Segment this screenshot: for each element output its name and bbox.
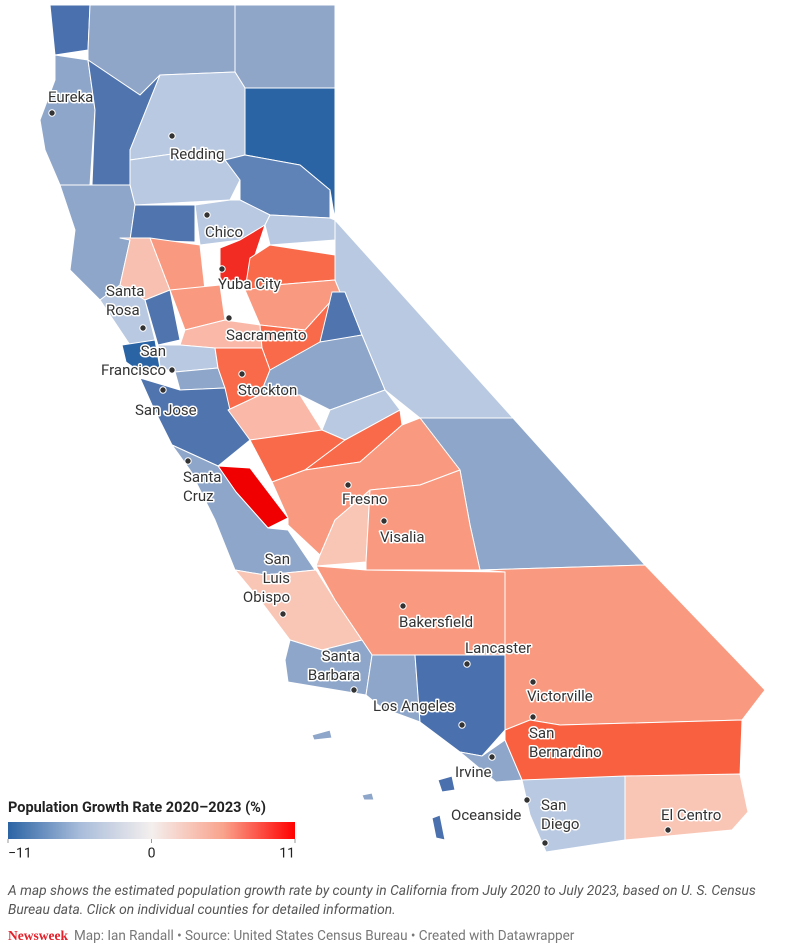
- city-dot: [488, 753, 496, 761]
- city-label: Santa: [183, 468, 221, 486]
- legend-tick-label: 11: [279, 846, 295, 862]
- city-label: Santa: [106, 282, 144, 300]
- city-dot: [344, 481, 352, 489]
- legend-tick-label: 0: [148, 846, 156, 862]
- city-label: Rosa: [106, 301, 140, 319]
- counties: [39, 4, 766, 853]
- city-dot: [184, 457, 192, 465]
- island: [437, 775, 456, 793]
- city-label: Bernardino: [529, 743, 602, 761]
- county[interactable]: [365, 469, 481, 571]
- city-dot: [225, 314, 233, 322]
- city-label: San: [541, 796, 566, 814]
- city-label: Santa: [322, 647, 360, 665]
- city-label: Lancaster: [465, 639, 531, 657]
- city-label: Bakersfield: [399, 613, 473, 631]
- legend-gradient: [8, 822, 295, 839]
- county[interactable]: [144, 289, 181, 346]
- city-label: Fresno: [342, 490, 388, 508]
- caption: A map shows the estimated population gro…: [8, 883, 756, 918]
- city-label: Yuba City: [218, 275, 281, 293]
- city-dot: [458, 721, 466, 729]
- city-label: San: [529, 724, 554, 742]
- city-label: Stockton: [238, 381, 297, 399]
- island: [311, 729, 333, 741]
- city-label: Luis: [263, 569, 290, 587]
- city-label: Chico: [205, 223, 243, 241]
- county[interactable]: [504, 719, 743, 781]
- legend: Population Growth Rate 2020–2023 (%) −11…: [7, 799, 296, 862]
- county[interactable]: [227, 394, 323, 441]
- city-label: Barbara: [308, 666, 360, 684]
- county[interactable]: [174, 367, 226, 391]
- county[interactable]: [49, 4, 91, 56]
- city-label: El Centro: [661, 806, 721, 824]
- city-label: Cruz: [183, 487, 214, 505]
- city-label: Eureka: [48, 88, 93, 106]
- legend-tick-label: −11: [8, 846, 32, 862]
- city-dot: [664, 826, 672, 834]
- county[interactable]: [315, 489, 371, 567]
- county[interactable]: [39, 54, 96, 186]
- city-label: San: [265, 550, 290, 568]
- city-dot: [541, 839, 549, 847]
- city-dot: [203, 211, 211, 219]
- city-label: San Jose: [135, 401, 197, 419]
- city-dot: [279, 610, 287, 618]
- county[interactable]: [521, 775, 626, 853]
- city-dot: [218, 265, 226, 273]
- city-label: Sacramento: [226, 326, 307, 344]
- city-dot: [350, 686, 358, 694]
- city-dot: [380, 517, 388, 525]
- county[interactable]: [624, 773, 749, 841]
- city-dot: [139, 324, 147, 332]
- city-label: Visalia: [380, 528, 425, 546]
- city-label: Redding: [170, 145, 224, 163]
- city-label: Los Angeles: [373, 697, 455, 715]
- city-dot: [529, 713, 537, 721]
- city-dot: [238, 370, 246, 378]
- county[interactable]: [234, 4, 336, 89]
- city-dot: [463, 660, 471, 668]
- county[interactable]: [365, 654, 421, 723]
- island: [361, 792, 375, 801]
- county[interactable]: [157, 344, 219, 373]
- city-dot: [168, 366, 176, 374]
- city-label: San: [141, 342, 166, 360]
- city-dot: [399, 602, 407, 610]
- city-label: Oceanside: [451, 806, 521, 824]
- island: [431, 814, 446, 841]
- county[interactable]: [264, 214, 336, 246]
- city-dot: [168, 132, 176, 140]
- city-dot: [523, 796, 531, 804]
- city-dot: [48, 109, 56, 117]
- credits: Map: Ian Randall • Source: United States…: [74, 928, 575, 944]
- city-dot: [159, 386, 167, 394]
- brand: Newsweek: [8, 928, 68, 943]
- county[interactable]: [129, 204, 196, 243]
- county[interactable]: [121, 339, 161, 373]
- city-label: Diego: [541, 815, 579, 833]
- city-label: Francisco: [101, 361, 166, 379]
- city-label: Victorville: [527, 687, 593, 705]
- city-dot: [529, 678, 537, 686]
- city-label: Irvine: [455, 763, 491, 781]
- legend-title: Population Growth Rate 2020–2023 (%): [8, 799, 266, 816]
- footer: Newsweek Map: Ian Randall • Source: Unite…: [8, 928, 574, 944]
- city-label: Obispo: [243, 588, 290, 606]
